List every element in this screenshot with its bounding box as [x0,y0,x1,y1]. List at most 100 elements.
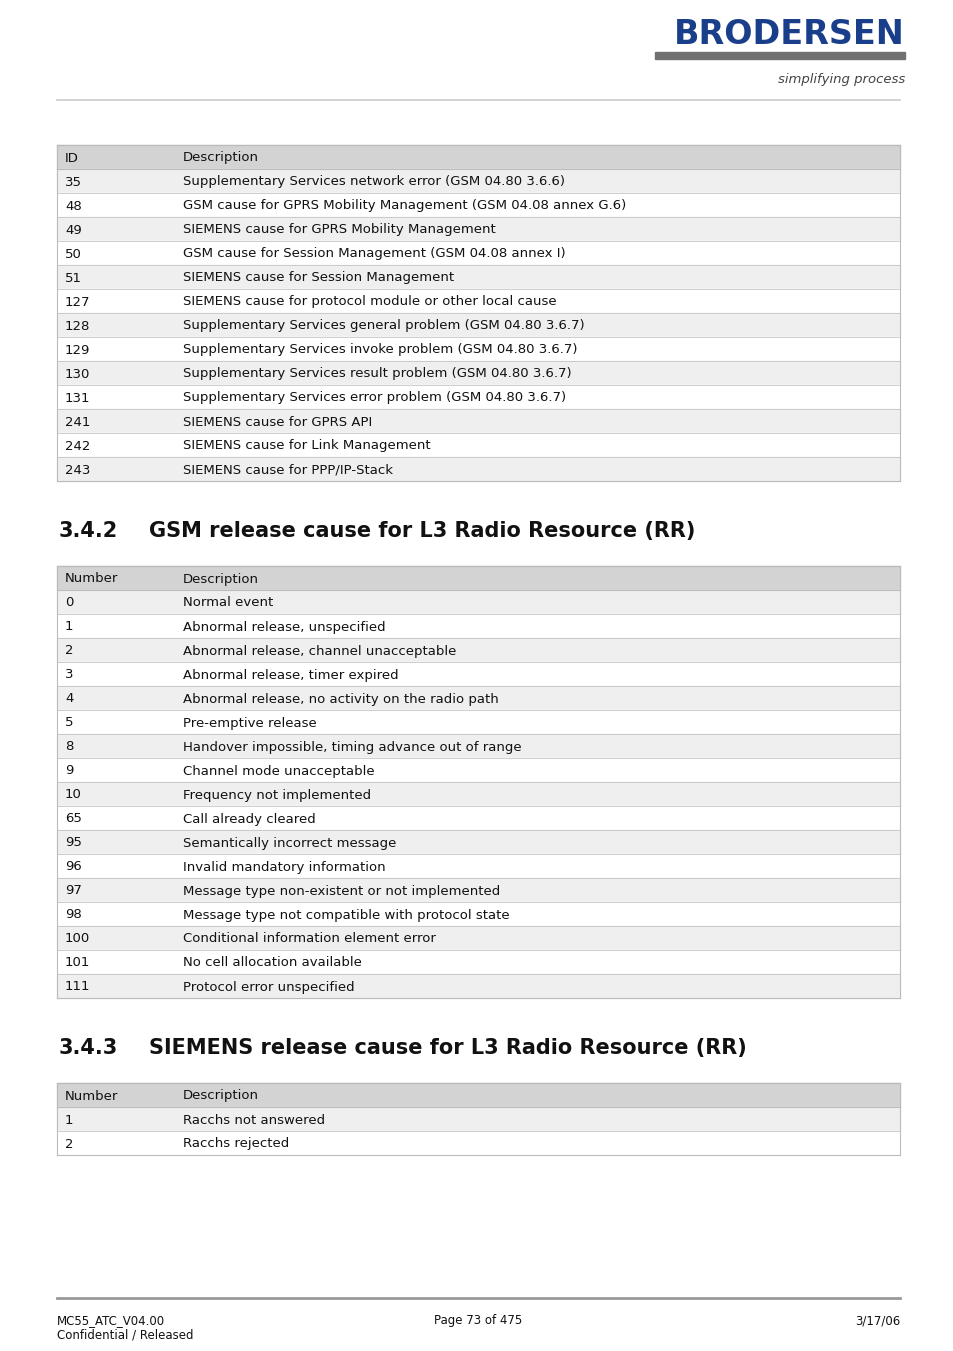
Text: MC55_ATC_V04.00: MC55_ATC_V04.00 [57,1315,165,1327]
Text: Handover impossible, timing advance out of range: Handover impossible, timing advance out … [183,740,521,754]
Text: Supplementary Services general problem (GSM 04.80 3.6.7): Supplementary Services general problem (… [183,319,584,332]
Text: 2: 2 [65,1138,73,1151]
Text: simplifying process: simplifying process [777,73,904,86]
Bar [57,902,899,925]
Text: BRODERSEN: BRODERSEN [674,18,904,51]
Text: Message type not compatible with protocol state: Message type not compatible with protoco… [183,908,509,921]
Text: 9: 9 [65,765,73,777]
Text: SIEMENS cause for Session Management: SIEMENS cause for Session Management [183,272,454,285]
Bar [57,385,899,409]
Text: Abnormal release, unspecified: Abnormal release, unspecified [183,620,385,634]
Text: 3.4.2: 3.4.2 [59,521,118,540]
Text: Description: Description [183,573,258,585]
Bar [57,265,899,289]
Bar [57,662,899,686]
Text: SIEMENS release cause for L3 Radio Resource (RR): SIEMENS release cause for L3 Radio Resou… [149,1038,746,1058]
Text: 241: 241 [65,416,91,428]
Bar [655,51,904,59]
Text: Racchs not answered: Racchs not answered [183,1113,325,1127]
Bar [57,434,899,457]
Bar [57,830,899,854]
Text: Description: Description [183,151,258,165]
Text: 4: 4 [65,693,73,705]
Text: SIEMENS cause for protocol module or other local cause: SIEMENS cause for protocol module or oth… [183,296,556,308]
Bar [57,313,899,336]
Bar [57,409,899,434]
Bar [57,807,899,830]
Text: 48: 48 [65,200,82,212]
Text: 97: 97 [65,885,82,897]
Text: 243: 243 [65,463,91,477]
Bar [57,361,899,385]
Text: Confidential / Released: Confidential / Released [57,1328,193,1342]
Text: Invalid mandatory information: Invalid mandatory information [183,861,385,874]
Text: Frequency not implemented: Frequency not implemented [183,789,371,801]
Text: 35: 35 [65,176,82,189]
Bar [57,758,899,782]
Text: GSM cause for Session Management (GSM 04.08 annex I): GSM cause for Session Management (GSM 04… [183,247,565,261]
Bar [57,590,899,613]
Text: GSM cause for GPRS Mobility Management (GSM 04.08 annex G.6): GSM cause for GPRS Mobility Management (… [183,200,625,212]
Text: SIEMENS cause for Link Management: SIEMENS cause for Link Management [183,439,430,453]
Bar [57,950,899,974]
Text: GSM release cause for L3 Radio Resource (RR): GSM release cause for L3 Radio Resource … [149,521,695,540]
Text: 10: 10 [65,789,82,801]
Bar [57,925,899,950]
Text: 111: 111 [65,981,91,993]
Text: Supplementary Services invoke problem (GSM 04.80 3.6.7): Supplementary Services invoke problem (G… [183,343,577,357]
Text: Number: Number [65,573,118,585]
Text: 50: 50 [65,247,82,261]
Bar [57,193,899,218]
Text: 65: 65 [65,812,82,825]
Text: 127: 127 [65,296,91,308]
Text: 49: 49 [65,223,82,236]
Text: Semantically incorrect message: Semantically incorrect message [183,836,395,850]
Text: 3/17/06: 3/17/06 [854,1315,899,1327]
Text: Supplementary Services error problem (GSM 04.80 3.6.7): Supplementary Services error problem (GS… [183,392,565,404]
Text: SIEMENS cause for GPRS Mobility Management: SIEMENS cause for GPRS Mobility Manageme… [183,223,496,236]
Text: 96: 96 [65,861,82,874]
Text: 1: 1 [65,620,73,634]
Bar [57,711,899,734]
Text: 1: 1 [65,1113,73,1127]
Text: 51: 51 [65,272,82,285]
Text: Abnormal release, no activity on the radio path: Abnormal release, no activity on the rad… [183,693,498,705]
Text: Number: Number [65,1089,118,1102]
Bar [57,974,899,998]
Text: 98: 98 [65,908,82,921]
Bar [57,638,899,662]
Text: 129: 129 [65,343,91,357]
Text: Call already cleared: Call already cleared [183,812,315,825]
Text: No cell allocation available: No cell allocation available [183,957,361,970]
Text: 100: 100 [65,932,91,946]
Bar [57,782,899,807]
Text: SIEMENS cause for GPRS API: SIEMENS cause for GPRS API [183,416,372,428]
Text: ID: ID [65,151,79,165]
Bar [57,854,899,878]
Bar [57,169,899,193]
Text: Supplementary Services network error (GSM 04.80 3.6.6): Supplementary Services network error (GS… [183,176,564,189]
Text: 0: 0 [65,597,73,609]
Text: Channel mode unacceptable: Channel mode unacceptable [183,765,375,777]
Bar [57,240,899,265]
Text: Page 73 of 475: Page 73 of 475 [434,1315,522,1327]
Text: 8: 8 [65,740,73,754]
Text: 2: 2 [65,644,73,658]
Text: 5: 5 [65,716,73,730]
Text: 95: 95 [65,836,82,850]
Text: 3.4.3: 3.4.3 [59,1038,118,1058]
Text: Racchs rejected: Racchs rejected [183,1138,289,1151]
Bar [57,1131,899,1155]
Text: 242: 242 [65,439,91,453]
Text: SIEMENS cause for PPP/IP-Stack: SIEMENS cause for PPP/IP-Stack [183,463,393,477]
Bar [57,145,899,169]
Text: Message type non-existent or not implemented: Message type non-existent or not impleme… [183,885,499,897]
Text: Protocol error unspecified: Protocol error unspecified [183,981,355,993]
Text: 130: 130 [65,367,91,381]
Text: 3: 3 [65,669,73,681]
Bar [57,686,899,711]
Bar [57,457,899,481]
Text: Conditional information element error: Conditional information element error [183,932,436,946]
Text: Supplementary Services result problem (GSM 04.80 3.6.7): Supplementary Services result problem (G… [183,367,571,381]
Text: Normal event: Normal event [183,597,273,609]
